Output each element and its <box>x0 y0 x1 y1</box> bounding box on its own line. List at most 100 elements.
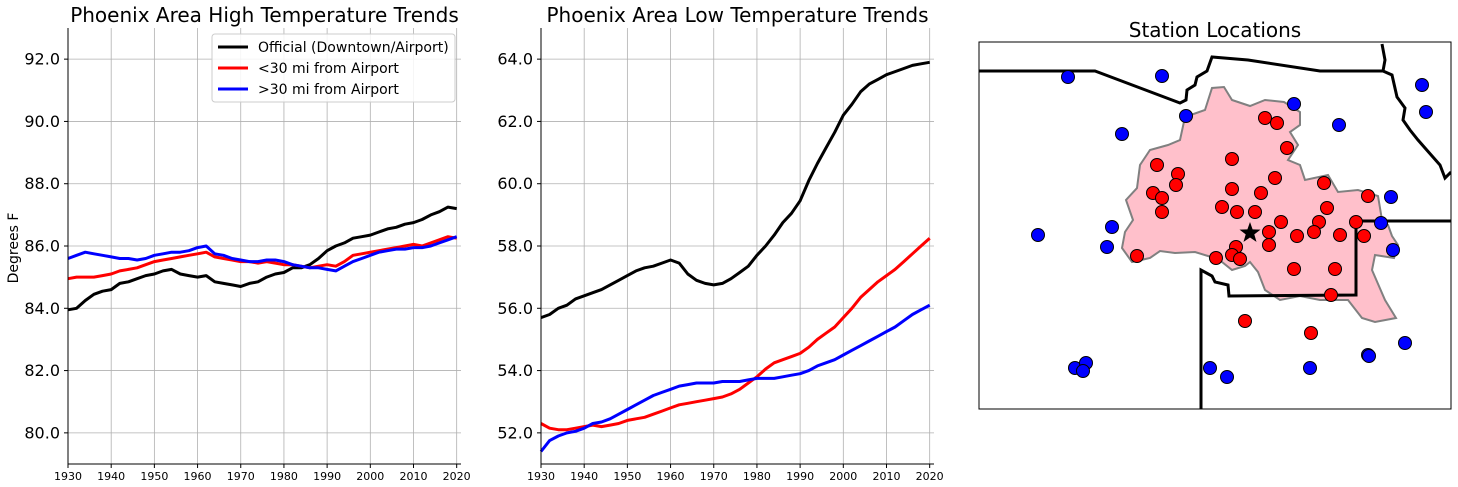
far-station-marker <box>1061 70 1075 84</box>
series-line-1 <box>67 235 457 281</box>
far-station-marker <box>1386 243 1400 257</box>
y-tick-label: 82.0 <box>24 361 60 380</box>
legend-entry: Official (Downtown/Airport) <box>258 40 449 56</box>
series-line-2 <box>539 303 931 453</box>
y-tick-label: 62.0 <box>497 112 533 131</box>
official-station-star-icon <box>1239 222 1261 242</box>
map-layers <box>979 43 1451 409</box>
chart-grid <box>540 28 934 464</box>
x-tick-label: 1970 <box>700 470 728 483</box>
x-tick-label: 1930 <box>527 470 555 483</box>
boundary-line <box>1382 69 1451 181</box>
near-station-marker <box>1268 171 1282 185</box>
series-line-2 <box>67 235 458 273</box>
high-temperature-chart: 1930 1940 1950 1960 1970 1980 1990 2000 2010 2020… <box>6 3 471 483</box>
y-tick-label: 80.0 <box>24 423 60 442</box>
legend-frame <box>211 33 456 103</box>
x-tick-label: 1960 <box>184 470 212 483</box>
series-line-0 <box>67 205 457 312</box>
chart-series-lines <box>539 60 931 453</box>
far-station-marker <box>1332 118 1346 132</box>
x-tick-label: 2000 <box>829 470 857 483</box>
far-station-marker <box>1287 97 1301 111</box>
legend-entry: >30 mi from Airport <box>258 82 399 98</box>
near-station-marker <box>1233 252 1247 266</box>
x-tick-label: 1950 <box>140 470 168 483</box>
near-station-marker <box>1280 141 1294 155</box>
near-stations <box>1130 111 1375 340</box>
near-station-marker <box>1262 238 1276 252</box>
near-station-marker <box>1270 116 1284 130</box>
near-station-marker <box>1155 191 1169 205</box>
near-station-marker <box>1304 326 1318 340</box>
urban-area <box>1120 85 1400 324</box>
far-station-marker <box>1303 361 1317 375</box>
far-station-marker <box>1374 216 1388 230</box>
far-station-marker <box>1415 78 1429 92</box>
station-map: Station Locations <box>978 18 1452 410</box>
x-tick-label: 1940 <box>97 470 125 483</box>
x-tick-label: 1980 <box>743 470 771 483</box>
near-station-marker <box>1349 215 1363 229</box>
x-tick-label: 1940 <box>570 470 598 483</box>
chart-title: Phoenix Area High Temperature Trends <box>70 3 459 27</box>
y-tick-label: 86.0 <box>24 237 60 256</box>
far-station-marker <box>1105 220 1119 234</box>
near-station-marker <box>1333 228 1347 242</box>
y-tick-label: 64.0 <box>497 50 533 69</box>
y-tick-label: 60.0 <box>497 174 533 193</box>
far-station-marker <box>1100 240 1114 254</box>
near-station-marker <box>1287 262 1301 276</box>
map-frame <box>978 41 1452 410</box>
far-station-marker <box>1115 127 1129 141</box>
boundary-line <box>1199 219 1451 409</box>
far-station-marker <box>1419 105 1433 119</box>
y-tick-label: 92.0 <box>24 50 60 69</box>
legend-entry: <30 mi from Airport <box>258 61 399 77</box>
series-line-1 <box>540 237 931 432</box>
x-tick-label: 1980 <box>270 470 298 483</box>
near-station-marker <box>1169 178 1183 192</box>
far-station-marker <box>1031 228 1045 242</box>
near-station-marker <box>1258 111 1272 125</box>
near-station-marker <box>1150 158 1164 172</box>
y-axis-label: Degrees F <box>6 213 22 284</box>
chart-series-lines <box>67 205 458 312</box>
boundary-line <box>979 43 1387 105</box>
y-tick-label: 54.0 <box>497 361 533 380</box>
near-station-marker <box>1238 314 1252 328</box>
near-station-marker <box>1357 229 1371 243</box>
map-title: Station Locations <box>1129 18 1301 42</box>
x-tick-label: 2010 <box>399 470 427 483</box>
near-station-marker <box>1225 182 1239 196</box>
near-station-marker <box>1130 249 1144 263</box>
near-station-marker <box>1290 229 1304 243</box>
chart-axes: 1930 1940 1950 1960 1970 1980 1990 2000 2010 2020… <box>24 28 471 483</box>
far-station-marker <box>1384 190 1398 204</box>
near-station-marker <box>1230 205 1244 219</box>
series-line-0 <box>540 60 930 320</box>
x-tick-label: 1990 <box>313 470 341 483</box>
near-station-marker <box>1307 225 1321 239</box>
near-station-marker <box>1324 288 1338 302</box>
y-tick-label: 56.0 <box>497 299 533 318</box>
low-temperature-chart: 1930 1940 1950 1960 1970 1980 1990 2000 2010 2020… <box>497 3 943 483</box>
x-tick-label: 1990 <box>786 470 814 483</box>
far-station-marker <box>1220 370 1234 384</box>
near-station-marker <box>1262 225 1276 239</box>
near-station-marker <box>1317 176 1331 190</box>
x-tick-label: 2020 <box>443 470 471 483</box>
far-stations <box>1031 69 1433 384</box>
x-tick-label: 2020 <box>916 470 944 483</box>
far-station-marker <box>1362 349 1376 363</box>
near-station-marker <box>1361 189 1375 203</box>
far-station-marker <box>1398 336 1412 350</box>
y-tick-label: 84.0 <box>24 299 60 318</box>
county-boundaries <box>979 43 1451 409</box>
near-station-marker <box>1155 205 1169 219</box>
x-tick-label: 1960 <box>657 470 685 483</box>
near-station-marker <box>1274 215 1288 229</box>
x-tick-label: 1930 <box>54 470 82 483</box>
far-station-marker <box>1179 109 1193 123</box>
x-tick-label: 2010 <box>872 470 900 483</box>
